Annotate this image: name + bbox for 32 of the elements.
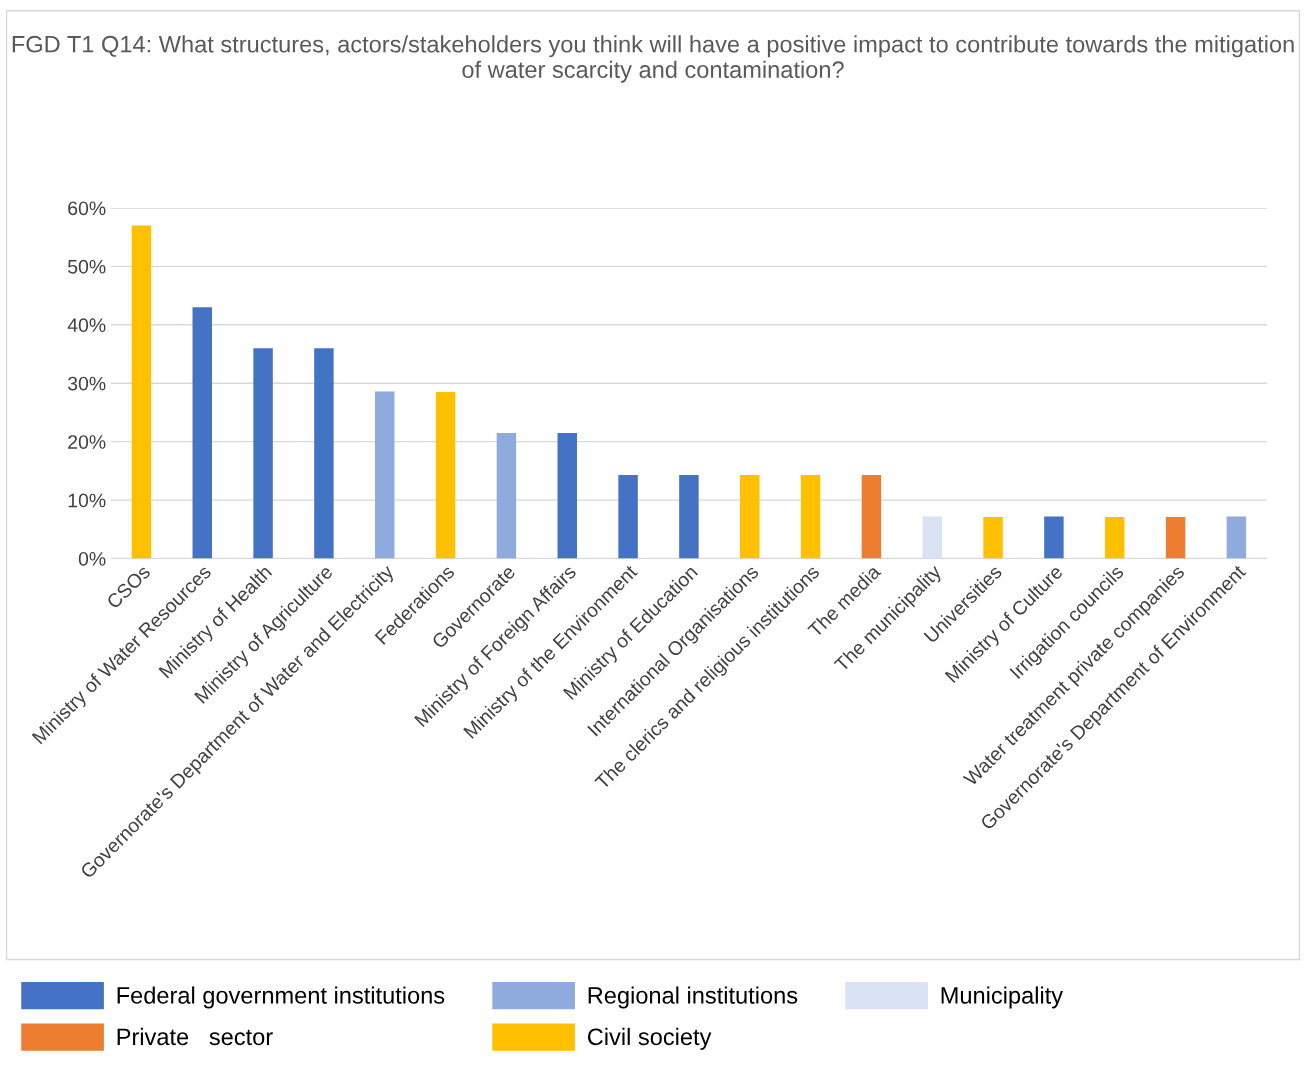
bar [131, 225, 152, 559]
bar [740, 474, 760, 559]
bar [800, 474, 821, 559]
bar [557, 432, 577, 559]
bar [496, 432, 517, 559]
bar [435, 392, 456, 559]
y-tick-label: 40% [67, 318, 106, 333]
legend-label: Regional institutions [588, 986, 798, 1009]
legend-label: Federal government institutions [117, 986, 445, 1009]
bar [192, 307, 212, 559]
y-tick-label: 10% [68, 493, 106, 508]
bar [618, 474, 638, 559]
bar [253, 348, 273, 559]
legend-label: Civil society [587, 1027, 712, 1050]
bar [314, 348, 334, 559]
y-tick-label: 30% [67, 376, 106, 391]
chart-title: FGD T1 Q14: What structures, actors/stakeholders you think will have a positive impact to contribute towards the mitigation of water scarcity and contamination? [12, 35, 1294, 83]
bar [1165, 517, 1186, 559]
bar [375, 391, 395, 559]
bar [922, 516, 942, 559]
bar [983, 517, 1003, 559]
legend-label: Municipality [941, 986, 1064, 1009]
y-tick-label: 60% [68, 201, 106, 216]
legend-label: Private sector [117, 1027, 273, 1046]
bar [1105, 517, 1125, 559]
bar [1044, 516, 1064, 559]
bar [679, 474, 699, 559]
y-tick-label: 50% [68, 259, 106, 274]
y-tick-label: 0% [78, 551, 106, 566]
y-tick-label: 20% [68, 435, 106, 449]
bar [861, 474, 882, 559]
bar [1226, 516, 1247, 559]
